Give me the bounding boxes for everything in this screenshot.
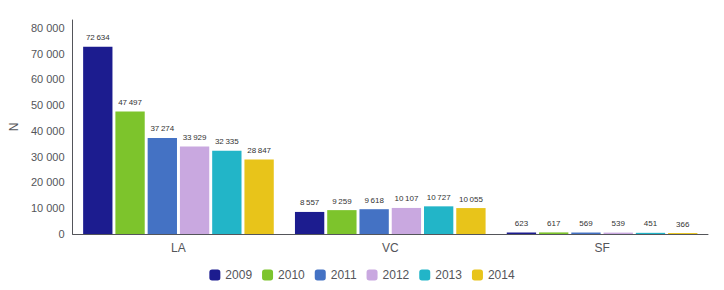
svg-text:28 847: 28 847	[247, 146, 271, 155]
svg-text:623: 623	[515, 219, 529, 228]
svg-text:569: 569	[579, 219, 593, 228]
svg-text:50 000: 50 000	[31, 99, 65, 111]
svg-text:10 055: 10 055	[459, 195, 483, 204]
svg-text:SF: SF	[594, 241, 609, 255]
svg-text:10 000: 10 000	[31, 202, 65, 214]
svg-text:N: N	[7, 123, 21, 132]
svg-text:617: 617	[547, 219, 561, 228]
svg-text:2011: 2011	[331, 268, 357, 282]
svg-text:37 274: 37 274	[150, 124, 174, 133]
svg-text:72 634: 72 634	[86, 33, 110, 42]
svg-text:8 557: 8 557	[300, 198, 320, 207]
svg-text:60 000: 60 000	[31, 73, 65, 85]
svg-text:30 000: 30 000	[31, 151, 65, 163]
svg-text:10 727: 10 727	[427, 193, 451, 202]
svg-text:2012: 2012	[383, 268, 410, 282]
svg-text:2010: 2010	[278, 268, 305, 282]
svg-text:0: 0	[58, 228, 64, 240]
svg-text:9 259: 9 259	[332, 197, 352, 206]
svg-text:33 929: 33 929	[183, 133, 207, 142]
svg-text:451: 451	[644, 219, 658, 228]
svg-text:10 107: 10 107	[394, 194, 418, 203]
svg-text:20 000: 20 000	[31, 176, 65, 188]
svg-text:80 000: 80 000	[31, 22, 65, 34]
svg-text:32 335: 32 335	[215, 137, 239, 146]
svg-text:LA: LA	[171, 241, 186, 255]
svg-text:539: 539	[612, 219, 626, 228]
svg-text:2014: 2014	[488, 268, 515, 282]
svg-text:2013: 2013	[435, 268, 462, 282]
svg-text:70 000: 70 000	[31, 48, 65, 60]
svg-text:2009: 2009	[225, 268, 252, 282]
svg-text:47 497: 47 497	[118, 98, 142, 107]
svg-text:40 000: 40 000	[31, 125, 65, 137]
svg-text:9 618: 9 618	[364, 196, 384, 205]
svg-text:VC: VC	[382, 241, 399, 255]
svg-text:366: 366	[676, 220, 690, 229]
